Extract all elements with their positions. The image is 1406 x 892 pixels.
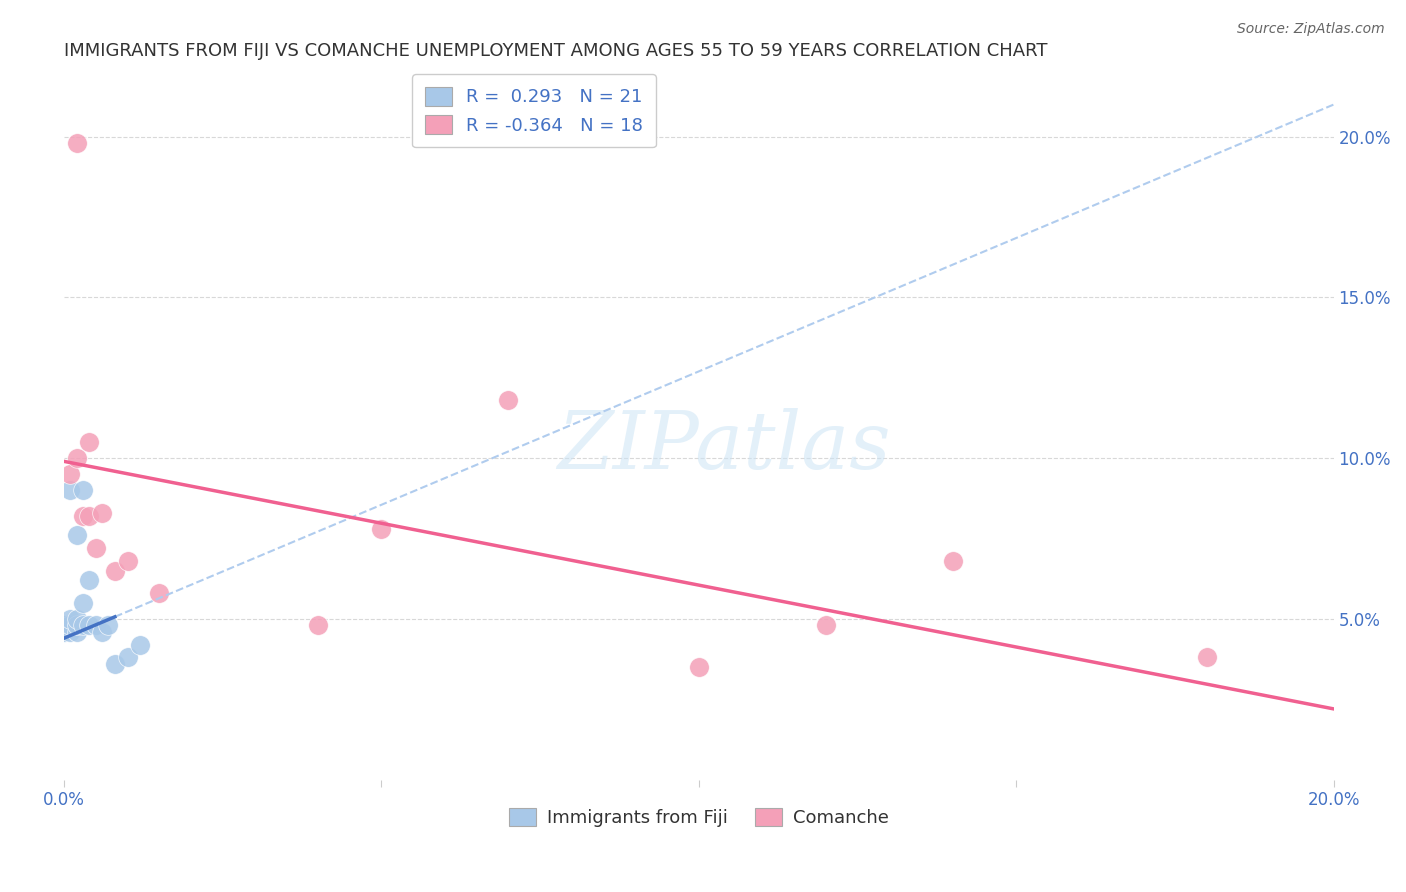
Point [1195,650,1218,665]
Point [72,509,94,524]
Point [59,612,82,626]
Point [942,554,965,568]
Point [307,618,329,632]
Point [84,541,107,556]
Point [129,638,152,652]
Point [53,618,76,632]
Point [104,564,127,578]
Point [370,522,392,536]
Legend: Immigrants from Fiji, Comanche: Immigrants from Fiji, Comanche [502,800,896,834]
Point [66,528,89,542]
Point [53,624,76,639]
Point [148,586,170,600]
Point [498,393,520,408]
Point [79,509,101,524]
Point [66,136,89,150]
Point [688,660,710,674]
Point [66,612,89,626]
Point [91,624,114,639]
Point [91,506,114,520]
Point [59,624,82,639]
Point [66,624,89,639]
Point [59,467,82,482]
Point [117,554,139,568]
Point [814,618,837,632]
Point [97,618,120,632]
Text: IMMIGRANTS FROM FIJI VS COMANCHE UNEMPLOYMENT AMONG AGES 55 TO 59 YEARS CORRELAT: IMMIGRANTS FROM FIJI VS COMANCHE UNEMPLO… [65,42,1047,60]
Point [59,618,82,632]
Point [79,574,101,588]
Point [66,618,89,632]
Point [79,618,101,632]
Text: ZIPatlas: ZIPatlas [558,409,891,486]
Text: Source: ZipAtlas.com: Source: ZipAtlas.com [1237,22,1385,37]
Point [117,650,139,665]
Point [72,483,94,498]
Point [66,451,89,466]
Point [104,657,127,671]
Point [84,618,107,632]
Point [59,483,82,498]
Point [72,596,94,610]
Point [72,618,94,632]
Point [79,435,101,450]
